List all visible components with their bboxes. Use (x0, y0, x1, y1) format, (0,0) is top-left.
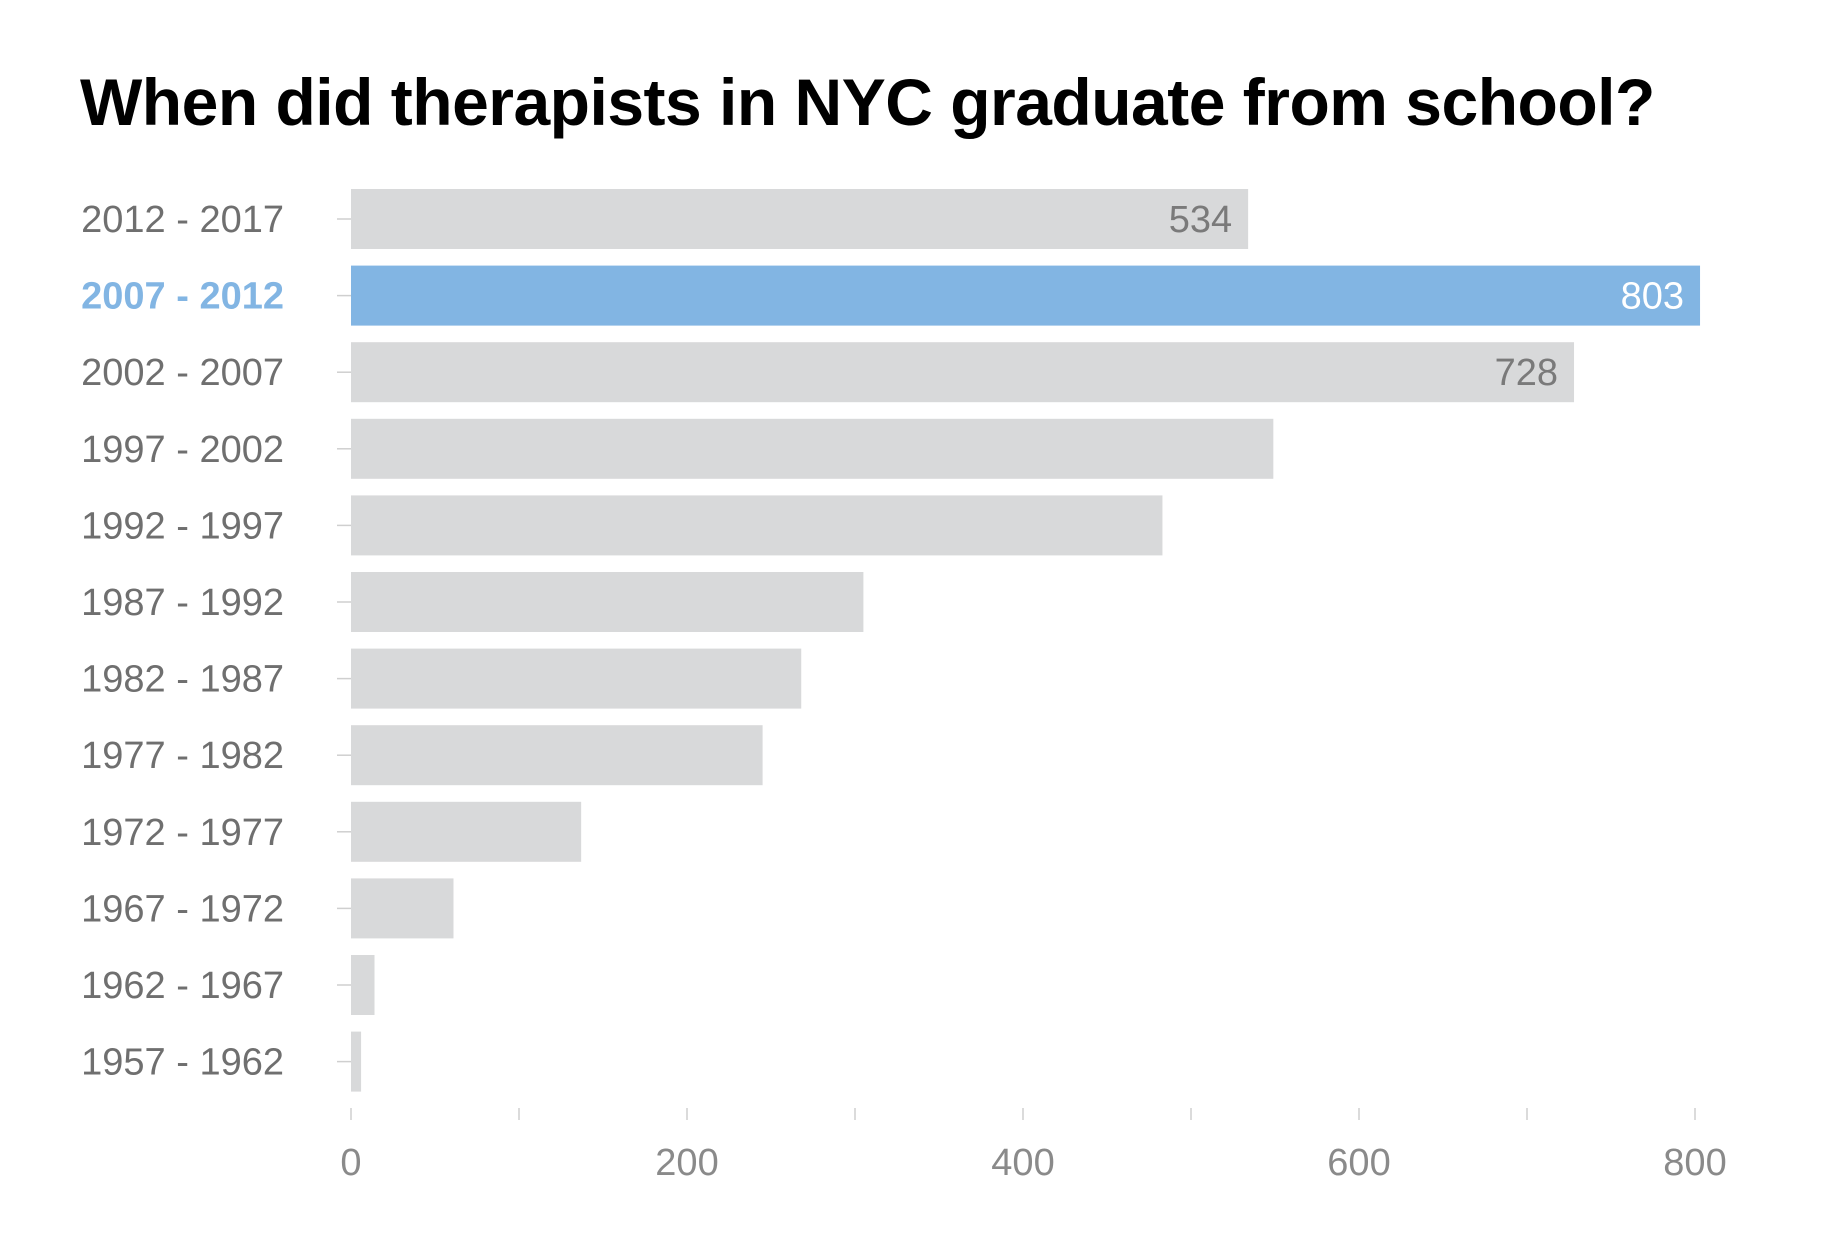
x-tick-label: 800 (1663, 1142, 1726, 1184)
bar (351, 265, 1701, 326)
bar (351, 418, 1274, 479)
bar (351, 1031, 362, 1092)
x-tick-label: 600 (1327, 1142, 1390, 1184)
chart-title: When did therapists in NYC graduate from… (80, 65, 1655, 139)
bar (351, 572, 864, 632)
bar (351, 648, 802, 709)
category-label: 2007 - 2012 (81, 276, 284, 318)
bar (351, 495, 1163, 556)
value-label: 803 (1621, 276, 1684, 318)
bar (351, 955, 375, 1015)
category-label: 1962 - 1967 (81, 965, 284, 1007)
bar (351, 189, 1249, 249)
category-label: 1957 - 1962 (81, 1042, 284, 1084)
category-label: 1997 - 2002 (81, 429, 284, 471)
value-label: 534 (1169, 199, 1232, 241)
category-label: 1967 - 1972 (81, 888, 284, 930)
bar (351, 801, 582, 862)
x-tick-label: 0 (340, 1142, 361, 1184)
category-label: 1987 - 1992 (81, 582, 284, 624)
x-tick-label: 400 (991, 1142, 1054, 1184)
category-label: 1972 - 1977 (81, 812, 284, 854)
value-label: 728 (1495, 352, 1558, 394)
bar (351, 342, 1575, 403)
bar (351, 725, 763, 786)
category-label: 1992 - 1997 (81, 505, 284, 547)
category-label: 2002 - 2007 (81, 352, 284, 394)
x-tick-label: 200 (655, 1142, 718, 1184)
category-label: 1977 - 1982 (81, 735, 284, 777)
category-label: 1982 - 1987 (81, 659, 284, 701)
category-label: 2012 - 2017 (81, 199, 284, 241)
bar (351, 878, 454, 939)
